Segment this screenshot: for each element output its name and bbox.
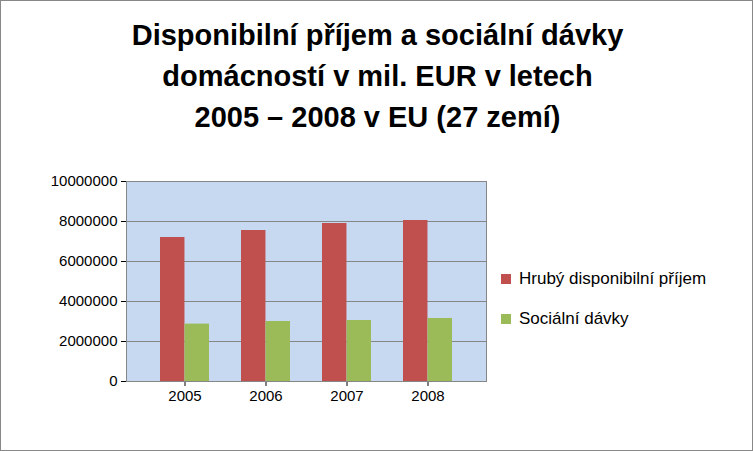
html-text:Hrubý disponibilní příjem: Hrubý disponibilní příjem (519, 269, 707, 288)
svg-text:6000000: 6000000 (59, 252, 117, 269)
svg-text:2007: 2007 (330, 387, 363, 404)
svg-text:10000000: 10000000 (51, 172, 118, 189)
svg-text:2000000: 2000000 (59, 332, 117, 349)
svg-text:4000000: 4000000 (59, 292, 117, 309)
svg-text:2006: 2006 (249, 387, 282, 404)
svg-text:8000000: 8000000 (59, 212, 117, 229)
svg-text:0: 0 (109, 372, 117, 389)
html-text:Sociální dávky: Sociální dávky (519, 309, 629, 328)
svg-text:2008: 2008 (411, 387, 444, 404)
html-text:Disponibilní příjem a sociální: Disponibilní příjem a sociální dávky dom… (131, 19, 624, 133)
svg-text:2005: 2005 (168, 387, 201, 404)
